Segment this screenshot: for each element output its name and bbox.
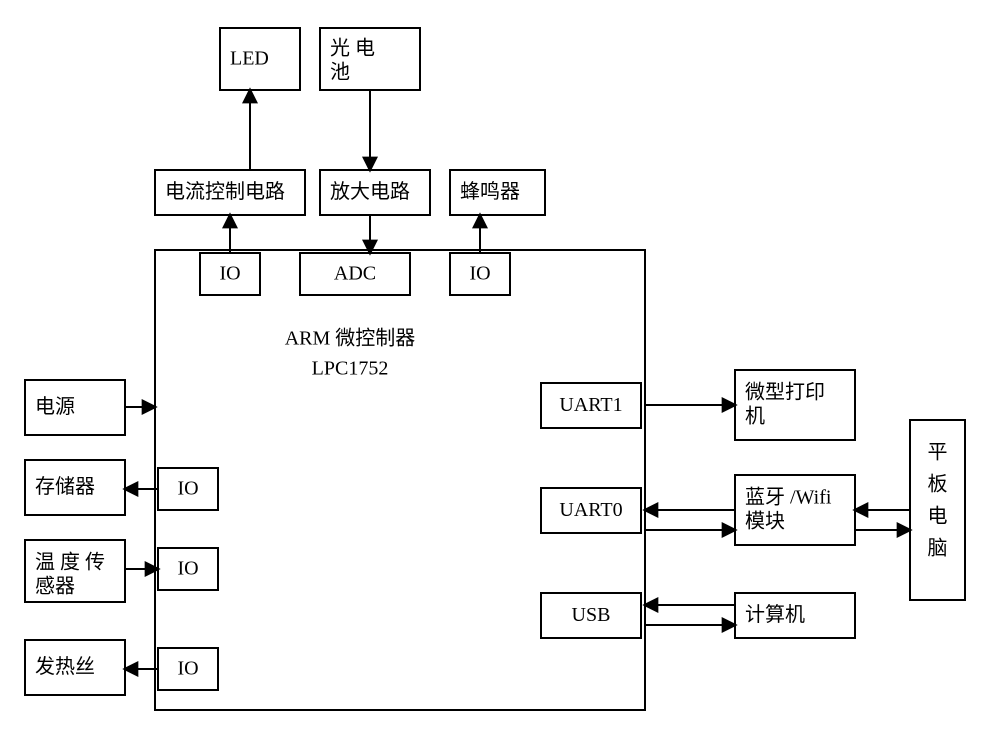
port-label-usb: USB bbox=[572, 604, 611, 626]
ext-label-tablet: 板 bbox=[928, 473, 948, 496]
ext-label-btwifi-1: 蓝牙 /Wifi bbox=[745, 486, 832, 509]
port-label-io_mem: IO bbox=[177, 478, 198, 500]
port-label-io_top_right: IO bbox=[469, 263, 490, 285]
ext-label-tablet: 电 bbox=[928, 505, 948, 528]
port-label-uart0: UART0 bbox=[559, 499, 622, 521]
ext-label-printer-2: 机 bbox=[745, 405, 765, 428]
port-label-uart1: UART1 bbox=[559, 394, 622, 416]
ext-label-power: 电源 bbox=[35, 395, 75, 418]
ext-label-tempsens-2: 感器 bbox=[35, 575, 75, 598]
port-label-adc: ADC bbox=[334, 263, 376, 285]
ext-label-heater: 发热丝 bbox=[35, 655, 95, 678]
ext-label-computer: 计算机 bbox=[745, 603, 805, 626]
mcu-title: ARM 微控制器 bbox=[285, 327, 416, 350]
mcu-part: LPC1752 bbox=[312, 358, 389, 380]
ext-label-tablet: 平 bbox=[928, 442, 948, 464]
mcu-box bbox=[155, 250, 645, 710]
block-diagram: ARM 微控制器 LPC1752 IO ADC IO IO IO IO UART1 UART0 US… bbox=[0, 0, 1000, 752]
ext-label-memory: 存储器 bbox=[35, 475, 95, 498]
ext-label-photocell-2: 池 bbox=[330, 61, 350, 84]
ext-label-buzzer: 蜂鸣器 bbox=[460, 180, 520, 203]
ext-label-tempsens-1: 温 度 传 bbox=[35, 551, 105, 574]
port-label-io_heat: IO bbox=[177, 658, 198, 680]
ext-label-led: LED bbox=[230, 48, 269, 70]
ext-label-btwifi-2: 模块 bbox=[745, 510, 785, 533]
ext-label-tablet: 脑 bbox=[928, 537, 948, 560]
ext-label-printer-1: 微型打印 bbox=[745, 381, 825, 404]
port-label-io_temp: IO bbox=[177, 558, 198, 580]
ext-label-photocell-1: 光 电 bbox=[330, 37, 375, 60]
port-label-io_top_left: IO bbox=[219, 263, 240, 285]
ext-label-amp: 放大电路 bbox=[330, 180, 410, 203]
ext-label-curctrl: 电流控制电路 bbox=[165, 180, 285, 203]
